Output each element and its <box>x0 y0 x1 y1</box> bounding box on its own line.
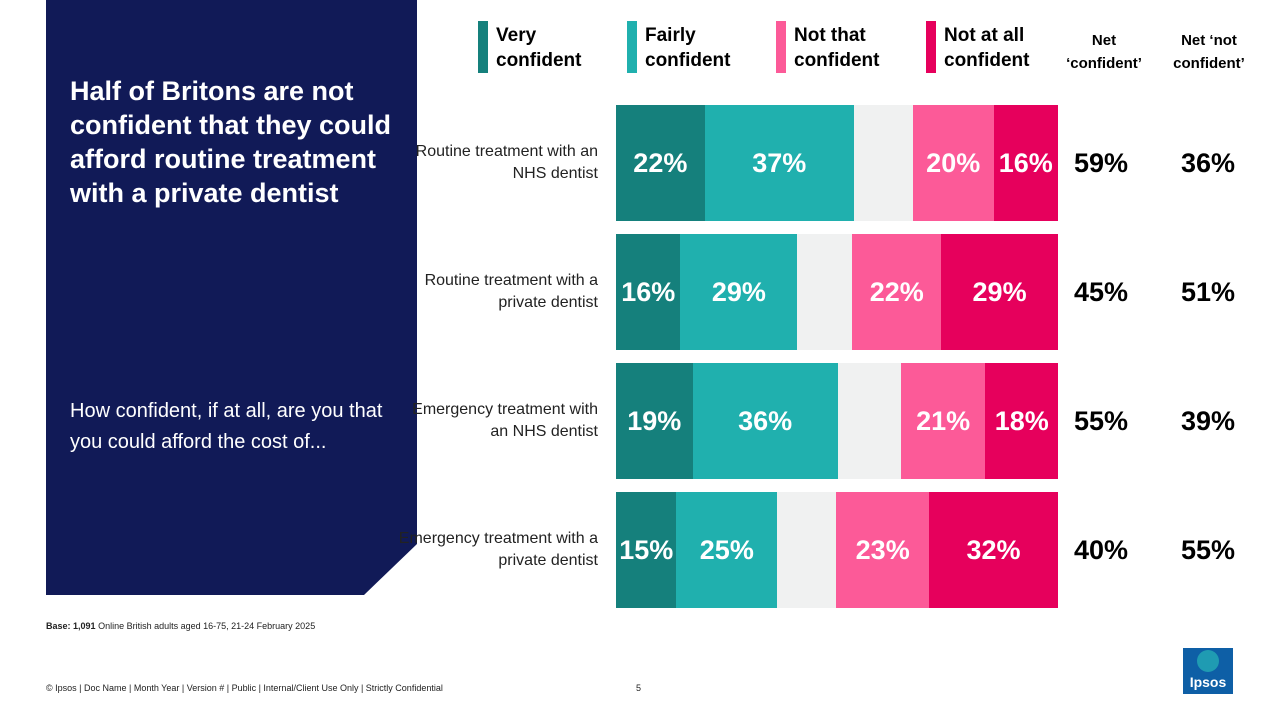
bar-segment-not-that-confident: 22% <box>852 234 942 350</box>
net-not-confident-header: Net ‘not confident’ <box>1173 32 1245 72</box>
bar-segment-not-that-confident: 23% <box>836 492 930 608</box>
legend-swatch <box>478 21 488 73</box>
row-label: Emergency treatment with a private denti… <box>398 530 598 569</box>
legend-label: Not that confident <box>794 25 880 71</box>
bar-segment-not-at-all-confident: 18% <box>985 363 1058 479</box>
legend-label: Not at all confident <box>944 25 1030 71</box>
net-not-confident-value: 39% <box>1180 406 1236 436</box>
legend-label: Fairly confident <box>645 25 731 71</box>
net-confident-value: 45% <box>1073 277 1129 307</box>
bar-segment-very-confident: 19% <box>616 363 693 479</box>
bar-segment-not-at-all-confident: 16% <box>993 105 1058 221</box>
bar-row: 16% 29% 22% 29% <box>616 234 1058 350</box>
logo-text: Ipsos <box>1189 674 1227 690</box>
bar-segment-fairly-confident: 29% <box>680 234 798 350</box>
ipsos-logo: Ipsos <box>1183 648 1233 694</box>
page-number: 5 <box>636 683 642 693</box>
net-confident-header: Net ‘confident’ <box>1066 32 1142 72</box>
bar-row: 19% 36% 21% 18% <box>616 363 1058 479</box>
legend-swatch <box>776 21 786 73</box>
bar-row: 22% 37% 20% 16% <box>616 105 1058 221</box>
bar-segment-not-that-confident: 20% <box>912 105 994 221</box>
title-panel <box>46 0 417 595</box>
base-label: Base: 1,091 <box>46 621 96 631</box>
bar-segment-fairly-confident: 25% <box>676 492 778 608</box>
question-text: How confident, if at all, are you that y… <box>70 400 383 453</box>
row-label: Emergency treatment with an NHS dentist <box>412 401 598 440</box>
net-not-confident-value: 36% <box>1180 148 1236 178</box>
bar-segment-fairly-confident: 36% <box>692 363 838 479</box>
base-text: Online British adults aged 16-75, 21-24 … <box>98 621 316 631</box>
base-note: Base: 1,091 Online British adults aged 1… <box>46 621 315 631</box>
legend-swatch <box>627 21 637 73</box>
row-label: Routine treatment with a private dentist <box>424 272 598 311</box>
legend-label: Very confident <box>496 25 582 71</box>
page-title: Half of Britons are not confident that t… <box>70 76 391 208</box>
bar-segment-fairly-confident: 37% <box>704 105 854 221</box>
logo-mark-icon <box>1197 650 1219 672</box>
net-not-confident-value: 51% <box>1180 277 1236 307</box>
bar-segment-not-at-all-confident: 29% <box>941 234 1058 350</box>
row-label: Routine treatment with an NHS dentist <box>415 143 598 182</box>
footer-text: © Ipsos | Doc Name | Month Year | Versio… <box>46 683 443 693</box>
net-confident-value: 59% <box>1073 148 1129 178</box>
net-not-confident-value: 55% <box>1180 535 1236 565</box>
bar-row: 15% 25% 23% 32% <box>616 492 1058 608</box>
bar-segment-very-confident: 16% <box>616 234 681 350</box>
legend-swatch <box>926 21 936 73</box>
bar-segment-very-confident: 22% <box>616 105 705 221</box>
bar-segment-very-confident: 15% <box>616 492 677 608</box>
bar-segment-not-that-confident: 21% <box>900 363 986 479</box>
net-confident-value: 55% <box>1073 406 1129 436</box>
bar-segment-not-at-all-confident: 32% <box>929 492 1058 608</box>
net-confident-value: 40% <box>1073 535 1129 565</box>
